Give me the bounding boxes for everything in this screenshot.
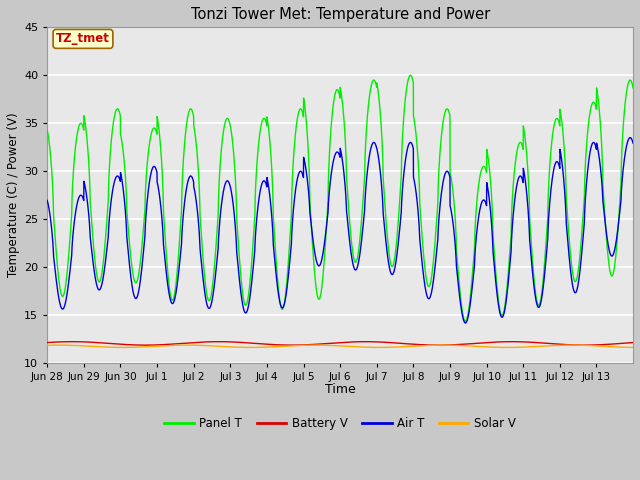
- Title: Tonzi Tower Met: Temperature and Power: Tonzi Tower Met: Temperature and Power: [191, 7, 490, 22]
- Y-axis label: Temperature (C) / Power (V): Temperature (C) / Power (V): [7, 113, 20, 277]
- Legend: Panel T, Battery V, Air T, Solar V: Panel T, Battery V, Air T, Solar V: [159, 413, 521, 435]
- Text: TZ_tmet: TZ_tmet: [56, 32, 110, 46]
- X-axis label: Time: Time: [324, 384, 356, 396]
